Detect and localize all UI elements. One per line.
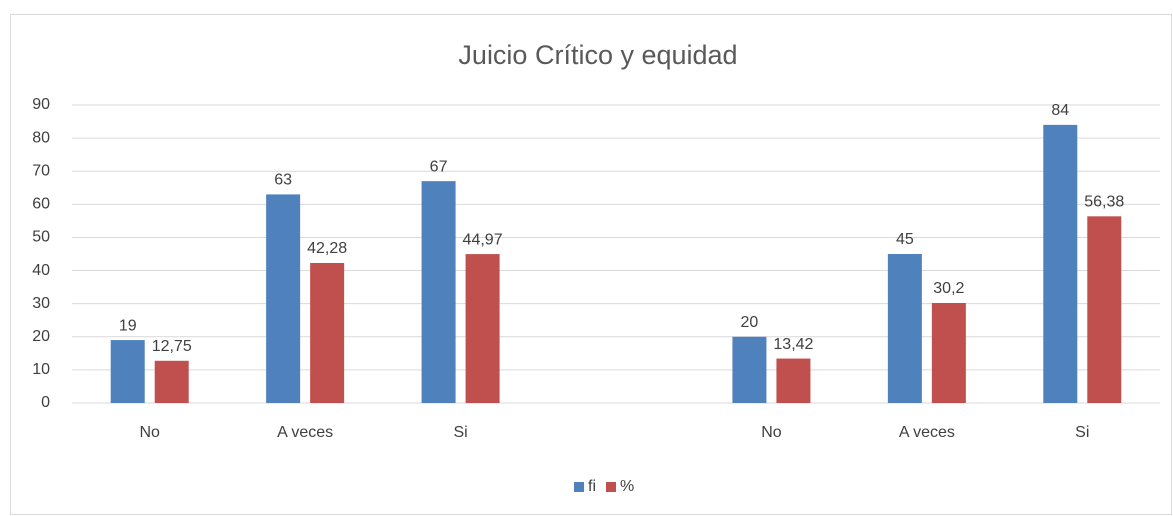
data-label: 19	[119, 317, 137, 334]
legend-swatch	[606, 482, 616, 492]
y-tick-label: 50	[32, 229, 50, 246]
data-label: 13,42	[773, 336, 813, 353]
data-label: 20	[741, 314, 759, 331]
bar	[110, 340, 145, 403]
bar	[154, 360, 189, 403]
legend-swatch	[574, 482, 584, 492]
data-label: 84	[1051, 102, 1069, 119]
data-label: 12,75	[152, 338, 192, 355]
bar	[732, 336, 767, 403]
bar	[465, 254, 500, 403]
bar	[1087, 216, 1122, 403]
y-tick-label: 30	[32, 295, 50, 312]
chart-title: Juicio Crítico y equidad	[458, 40, 737, 70]
data-label: 63	[274, 172, 292, 189]
x-tick-label: No	[761, 424, 782, 441]
data-label: 56,38	[1084, 194, 1124, 211]
x-tick-label: Si	[453, 424, 467, 441]
data-label: 45	[896, 231, 914, 248]
y-tick-label: 10	[32, 361, 50, 378]
legend-label: fi	[588, 478, 596, 495]
x-tick-label: A veces	[899, 424, 955, 441]
x-tick-label: No	[139, 424, 160, 441]
bar	[776, 358, 811, 403]
data-label: 42,28	[307, 240, 347, 257]
data-label: 30,2	[933, 280, 964, 297]
y-tick-label: 0	[41, 394, 50, 411]
data-label: 44,97	[463, 231, 503, 248]
x-tick-label: Si	[1075, 424, 1089, 441]
bar	[887, 254, 922, 403]
y-tick-label: 90	[32, 96, 50, 113]
chart-border	[10, 14, 1172, 515]
y-tick-label: 60	[32, 196, 50, 213]
bar	[310, 263, 345, 403]
y-tick-label: 20	[32, 328, 50, 345]
bar	[931, 303, 966, 403]
legend-label: %	[620, 478, 634, 495]
y-tick-label: 80	[32, 129, 50, 146]
y-tick-label: 40	[32, 262, 50, 279]
bar	[421, 181, 456, 403]
bar	[1043, 124, 1078, 403]
y-tick-label: 70	[32, 162, 50, 179]
bar	[266, 194, 301, 403]
data-label: 67	[430, 158, 448, 175]
x-tick-label: A veces	[277, 424, 333, 441]
